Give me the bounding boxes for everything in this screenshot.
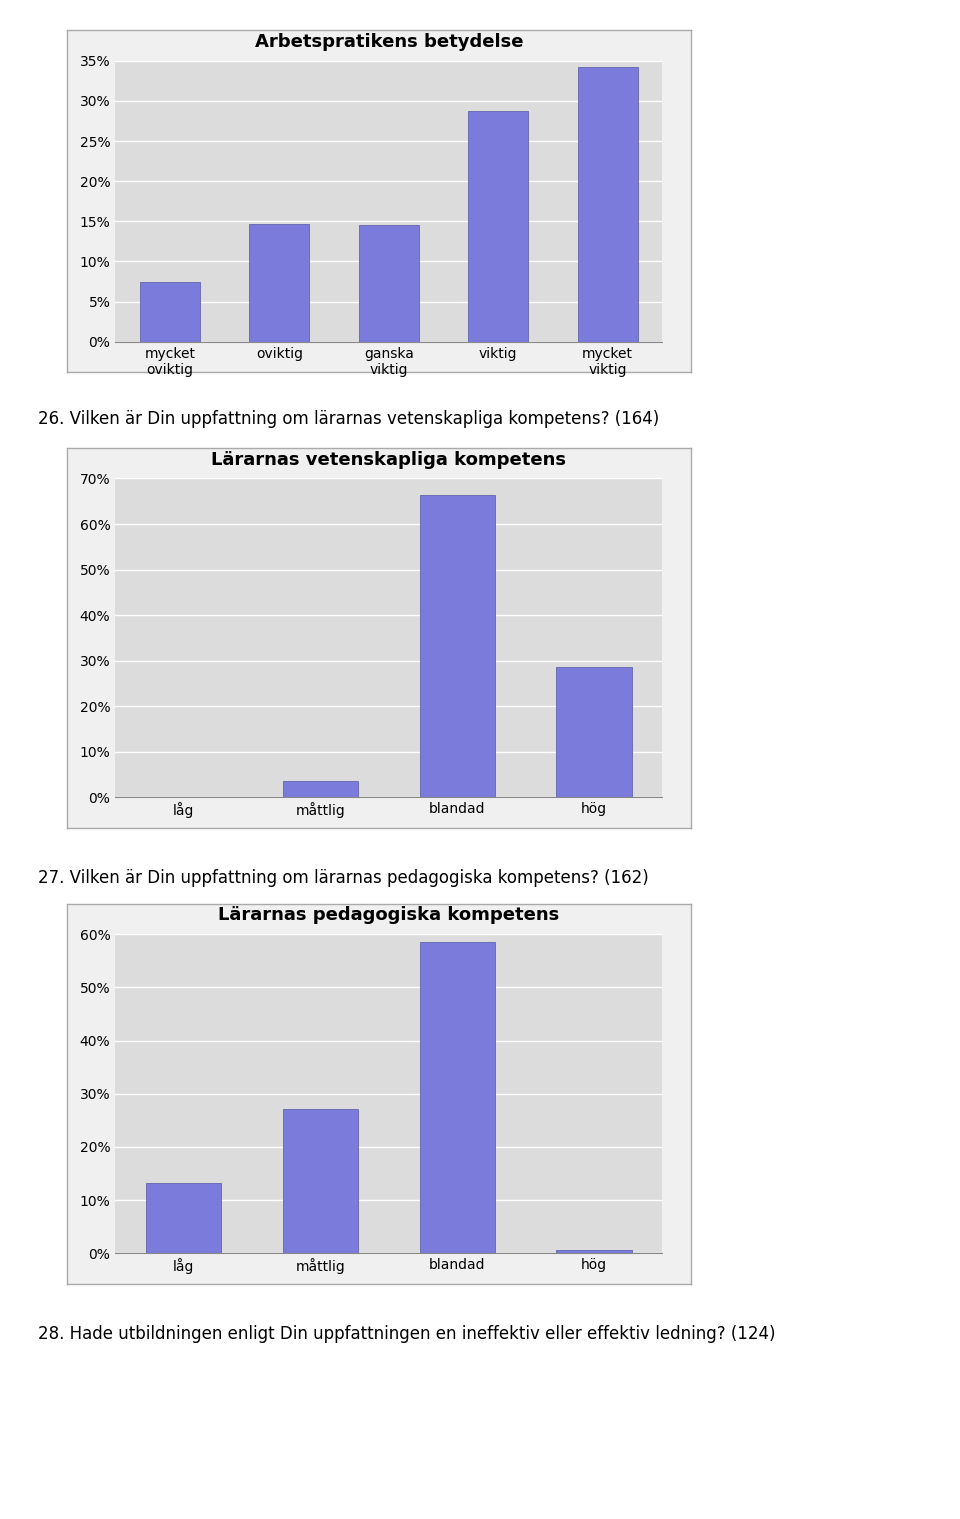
Title: Arbetspratikens betydelse: Arbetspratikens betydelse [254,33,523,50]
Bar [578,67,637,342]
Title: Lärarnas pedagogiska kompetens: Lärarnas pedagogiska kompetens [218,907,560,924]
Bar [359,225,419,342]
Text: 26. Vilken är Din uppfattning om lärarnas vetenskapliga kompetens? (164): 26. Vilken är Din uppfattning om lärarna… [38,410,660,428]
Bar [140,281,200,342]
Text: 27. Vilken är Din uppfattning om lärarnas pedagogiska kompetens? (162): 27. Vilken är Din uppfattning om lärarna… [38,869,649,887]
Bar [420,495,494,797]
Text: 28. Hade utbildningen enligt Din uppfattningen en ineffektiv eller effektiv ledn: 28. Hade utbildningen enligt Din uppfatt… [38,1325,776,1343]
Bar [283,1109,358,1253]
Bar [420,942,494,1253]
Bar [557,667,632,797]
Bar [283,781,358,797]
Title: Lärarnas vetenskapliga kompetens: Lärarnas vetenskapliga kompetens [211,451,566,468]
Bar [250,223,309,342]
Bar [146,1183,221,1253]
Bar [468,111,528,342]
Bar [557,1250,632,1253]
